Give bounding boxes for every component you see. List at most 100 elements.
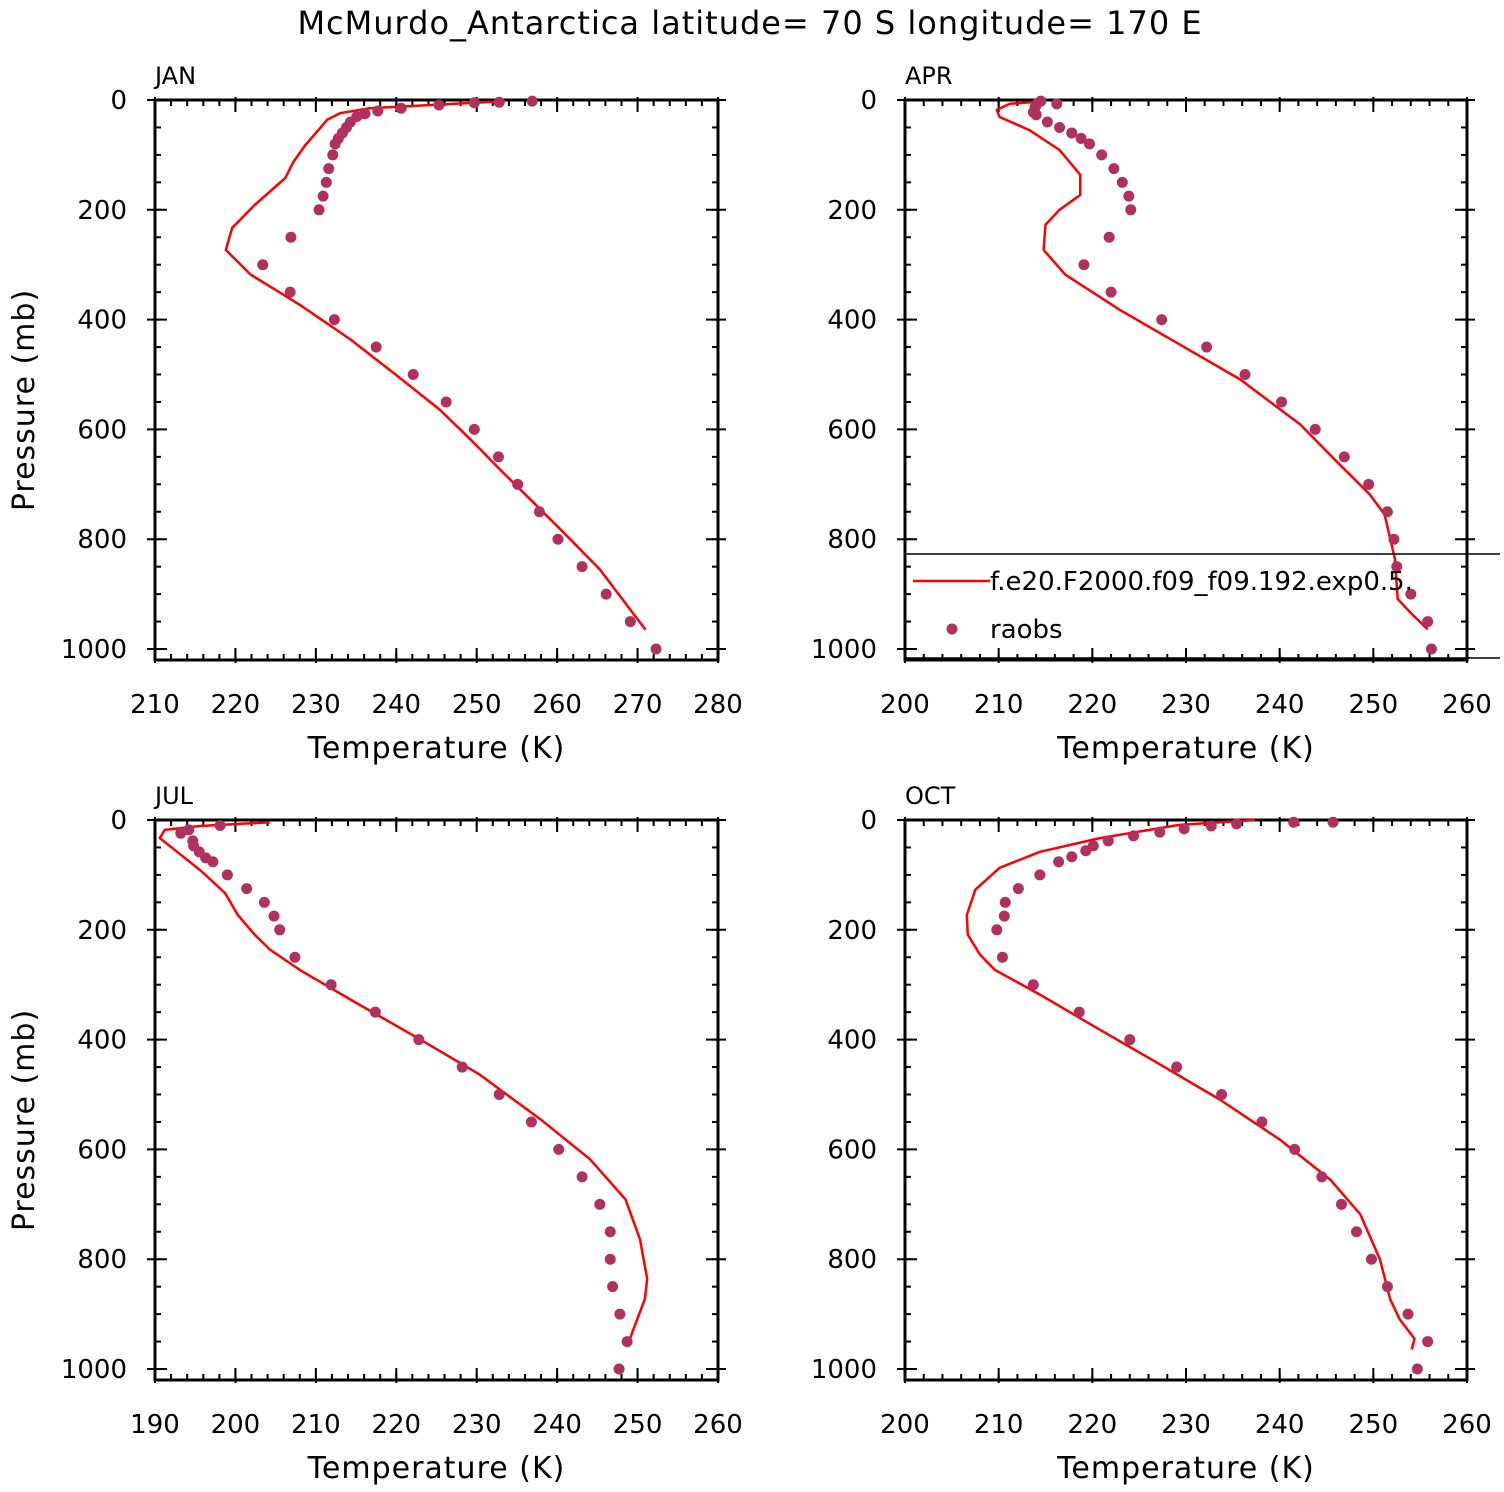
x-tick-label: 210 — [974, 690, 1024, 720]
x-tick-label: 240 — [1255, 1410, 1305, 1440]
x-tick-label: 260 — [532, 690, 582, 720]
obs-point — [493, 96, 505, 108]
obs-point — [604, 1226, 616, 1238]
legend-swatch — [946, 623, 958, 635]
x-tick-label: 240 — [371, 690, 421, 720]
obs-point — [576, 1171, 588, 1183]
obs-point — [998, 910, 1010, 922]
obs-point — [1041, 116, 1053, 128]
panel: OCT 200 210 220 230 240 250 260 0 200 400 600 800 100… — [811, 782, 1492, 1486]
y-tick-label: 1000 — [811, 1355, 877, 1385]
y-tick-label: 600 — [827, 415, 877, 445]
obs-point — [1422, 616, 1434, 628]
obs-point — [1066, 127, 1078, 139]
obs-point — [1365, 1253, 1377, 1265]
y-tick-label: 400 — [77, 306, 127, 336]
y-tick-label: 1000 — [811, 635, 877, 665]
obs-point — [372, 105, 384, 117]
obs-point — [1128, 830, 1140, 842]
obs-point — [1075, 132, 1087, 144]
obs-point — [614, 1308, 626, 1320]
obs-point — [320, 176, 332, 188]
obs-point — [1276, 396, 1288, 408]
obs-point — [1084, 138, 1096, 150]
x-axis-label: Temperature (K) — [307, 1451, 566, 1486]
obs-point — [1402, 1308, 1414, 1320]
profile-line — [965, 818, 1416, 1350]
panel-label: OCT — [905, 782, 956, 810]
obs-point — [214, 819, 226, 831]
y-tick-label: 0 — [110, 806, 127, 836]
obs-point — [607, 1281, 619, 1293]
panel-label: JAN — [153, 62, 196, 90]
obs-point — [512, 478, 524, 490]
obs-point — [1363, 478, 1375, 490]
y-tick-label: 800 — [827, 1245, 877, 1275]
obs-point — [370, 341, 382, 353]
obs-point — [493, 1089, 505, 1101]
obs-point — [329, 138, 341, 150]
obs-point — [1066, 851, 1078, 863]
obs-point — [1156, 314, 1168, 326]
obs-point — [1239, 369, 1251, 381]
obs-point — [1012, 883, 1024, 895]
x-tick-label: 250 — [1349, 690, 1399, 720]
y-tick-label: 800 — [827, 525, 877, 555]
legend-label: raobs — [990, 615, 1063, 645]
obs-point — [221, 869, 233, 881]
obs-point — [1350, 1226, 1362, 1238]
y-axis-label: Pressure (mb) — [7, 1009, 42, 1231]
x-tick-label: 200 — [880, 690, 930, 720]
obs-point — [413, 1034, 425, 1046]
obs-point — [1425, 643, 1437, 655]
x-tick-label: 190 — [130, 1410, 180, 1440]
obs-point — [1288, 816, 1300, 828]
profile-line — [224, 99, 647, 631]
y-tick-label: 800 — [77, 1245, 127, 1275]
panel: APR 200 210 220 230 240 250 260 0 200 400 600 800 100… — [811, 62, 1500, 766]
obs-point — [1051, 98, 1063, 110]
obs-point — [1388, 533, 1400, 545]
obs-point — [274, 924, 286, 936]
obs-point — [624, 616, 636, 628]
x-tick-label: 230 — [1161, 1410, 1211, 1440]
obs-point — [207, 856, 219, 868]
profile-line — [158, 820, 649, 1348]
y-tick-label: 800 — [77, 525, 127, 555]
obs-point — [1078, 259, 1090, 271]
obs-point — [1124, 1034, 1136, 1046]
y-tick-label: 200 — [77, 916, 127, 946]
obs-point — [1335, 1198, 1347, 1210]
obs-point — [1053, 856, 1065, 868]
obs-point — [1027, 979, 1039, 991]
obs-point — [468, 97, 480, 109]
obs-point — [1102, 835, 1114, 847]
obs-point — [1080, 845, 1092, 857]
obs-point — [650, 643, 662, 655]
obs-point — [1327, 816, 1339, 828]
obs-point — [1338, 451, 1350, 463]
obs-point — [285, 231, 297, 243]
obs-point — [600, 588, 612, 600]
x-axis-label: Temperature (K) — [1056, 1451, 1315, 1486]
obs-point — [1405, 588, 1417, 600]
obs-point — [1178, 823, 1190, 835]
obs-point — [1125, 204, 1137, 216]
obs-point — [289, 951, 301, 963]
obs-point — [1391, 561, 1403, 573]
x-tick-label: 220 — [211, 690, 261, 720]
obs-point — [604, 1253, 616, 1265]
obs-point — [991, 924, 1003, 936]
x-tick-label: 220 — [1068, 1410, 1118, 1440]
obs-point — [433, 99, 445, 111]
y-tick-label: 0 — [860, 806, 877, 836]
obs-point — [257, 259, 269, 271]
x-axis-label: Temperature (K) — [1056, 731, 1315, 766]
y-tick-label: 600 — [827, 1135, 877, 1165]
y-tick-label: 0 — [860, 86, 877, 116]
x-tick-label: 270 — [613, 690, 663, 720]
profile-line — [995, 99, 1429, 631]
obs-point — [407, 369, 419, 381]
y-tick-label: 600 — [77, 1135, 127, 1165]
obs-point — [369, 1006, 381, 1018]
